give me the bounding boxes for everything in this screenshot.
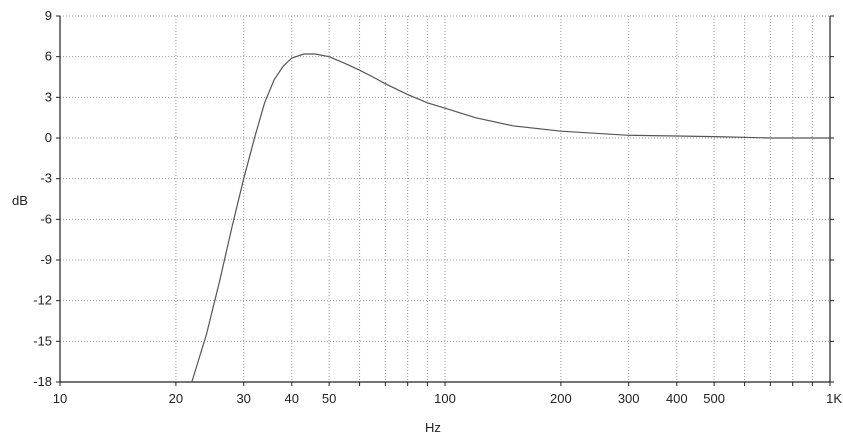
x-tick-label: 50 [322,391,336,406]
series-layer [191,53,830,383]
x-tick-label: 30 [236,391,250,406]
y-tick-label: 9 [45,8,52,23]
x-tick-label: 10 [53,391,67,406]
y-tick-label: 3 [45,89,52,104]
x-tick-label: 40 [285,391,299,406]
x-tick-label: 200 [550,391,572,406]
x-tick-label: 1K [826,391,842,406]
series-line [191,53,830,383]
x-tick-label: 100 [434,391,456,406]
y-tick-label: 0 [45,130,52,145]
y-axis-label: dB [12,193,28,208]
y-tick-label: -18 [33,374,52,389]
x-tick-label: 20 [169,391,183,406]
axes [56,15,834,386]
y-tick-label: -15 [33,333,52,348]
x-axis-label: Hz [425,420,441,435]
y-tick-label: 6 [45,49,52,64]
x-tick-label: 300 [618,391,640,406]
y-tick-label: -9 [40,252,52,267]
y-tick-label: -3 [40,171,52,186]
x-tick-label: 500 [703,391,725,406]
y-tick-label: -6 [40,211,52,226]
x-tick-label: 400 [666,391,688,406]
grid [60,15,830,382]
y-tick-label: -12 [33,293,52,308]
